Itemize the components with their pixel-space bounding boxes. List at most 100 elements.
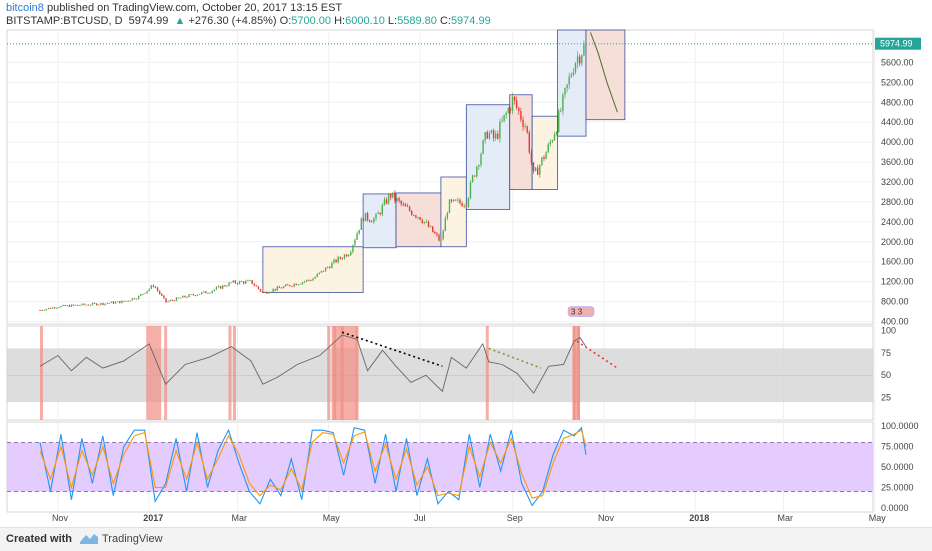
chart-canvas[interactable]: 400.00 800.00 1200.00 1600.00 2000.00 2400.00…	[0, 0, 932, 527]
candle-body	[566, 84, 568, 89]
candle-body	[47, 308, 50, 310]
candle-body	[478, 164, 480, 167]
candle-body	[205, 291, 207, 294]
price-axis-tick-label: 400.00	[881, 317, 909, 327]
last-price-tag-label: 5974.99	[880, 39, 913, 49]
candle-body	[102, 303, 104, 305]
x-axis-tick-label: Sep	[507, 513, 523, 523]
high-label: H:	[334, 15, 346, 27]
candle-body	[480, 153, 482, 165]
candle-body	[222, 285, 224, 289]
candle-body	[215, 287, 218, 290]
candle-body	[198, 294, 201, 295]
x-axis-tick-label: Mar	[231, 513, 247, 523]
candle-body	[152, 285, 155, 287]
candle-body	[60, 305, 62, 308]
overbought-highlight	[152, 326, 156, 420]
candle-body	[295, 283, 297, 286]
candle-body	[513, 96, 516, 101]
candle-body	[322, 270, 325, 272]
candle-body	[505, 112, 507, 115]
candle-body	[360, 218, 362, 230]
footer-bar: Created with TradingView	[0, 527, 932, 551]
candle-body	[135, 298, 138, 300]
candle-body	[129, 300, 131, 302]
candle-body	[444, 218, 446, 232]
candle-body	[106, 303, 108, 305]
candle-body	[471, 175, 474, 182]
candle-body	[390, 193, 392, 198]
candle-body	[331, 262, 333, 269]
candle-body	[138, 295, 140, 299]
candle-body	[257, 286, 260, 289]
candle-body	[112, 301, 115, 304]
candle-body	[486, 132, 488, 139]
stoch-axis-tick-label: 75.0000	[881, 442, 914, 452]
candle-body	[381, 204, 383, 215]
price-axis-tick-label: 2800.00	[881, 197, 914, 207]
overbought-highlight	[155, 326, 159, 420]
price-axis-tick-label: 3600.00	[881, 157, 914, 167]
overbought-highlight	[327, 326, 331, 420]
candle-body	[287, 284, 289, 286]
candle-body	[335, 259, 337, 263]
author-link[interactable]: bitcoin8	[6, 2, 44, 14]
candle-body	[423, 221, 425, 223]
candle-body	[379, 212, 381, 215]
overbought-highlight	[158, 326, 162, 420]
candle-body	[438, 234, 440, 241]
low-label: L:	[387, 15, 398, 27]
candle-body	[184, 295, 186, 297]
candle-body	[180, 297, 182, 299]
candle-body	[387, 193, 390, 204]
candle-body	[377, 212, 379, 214]
candle-body	[211, 290, 213, 293]
candle-body	[96, 303, 98, 306]
candle-body	[501, 120, 503, 122]
stoch-line	[39, 429, 587, 499]
candle-body	[278, 286, 281, 288]
range-box	[362, 193, 397, 249]
x-axis-tick-label: 2018	[689, 513, 709, 523]
candle-body	[156, 287, 159, 291]
price-axis-tick-label: 2000.00	[881, 237, 914, 247]
tradingview-brand[interactable]: TradingView	[102, 533, 163, 545]
candle-body	[570, 75, 572, 77]
stoch-band	[7, 442, 873, 492]
candle-body	[526, 126, 528, 133]
candle-body	[131, 298, 134, 301]
candle-body	[54, 307, 56, 309]
candle-body	[297, 284, 299, 286]
candle-body	[558, 110, 560, 133]
candle-body	[276, 286, 278, 291]
candle-body	[123, 300, 125, 302]
candle-body	[343, 254, 346, 259]
candle-body	[249, 280, 251, 281]
candle-body	[312, 278, 314, 281]
overbought-highlight	[39, 326, 43, 420]
candle-body	[117, 301, 119, 303]
candle-body	[228, 282, 230, 286]
candle-body	[539, 165, 541, 175]
candle-body	[450, 199, 453, 202]
candle-body	[488, 133, 491, 139]
low-value: 5589.80	[397, 15, 437, 27]
candle-body	[194, 295, 197, 296]
candle-body	[415, 215, 417, 218]
candle-body	[125, 300, 127, 302]
range-box	[440, 176, 467, 248]
candle-body	[289, 284, 291, 287]
candle-body	[308, 279, 310, 281]
candle-body	[461, 203, 463, 207]
candle-body	[146, 290, 148, 294]
rsi-trendline	[576, 340, 618, 369]
change-value: +276.30 (+4.85%)	[188, 15, 277, 27]
candle-body	[240, 281, 243, 283]
candle-body	[230, 282, 232, 284]
candle-body	[192, 294, 194, 296]
candle-body	[503, 114, 505, 121]
overbought-highlight	[485, 326, 489, 420]
candle-body	[427, 221, 430, 228]
candle-body	[467, 198, 470, 207]
candle-body	[68, 305, 71, 307]
